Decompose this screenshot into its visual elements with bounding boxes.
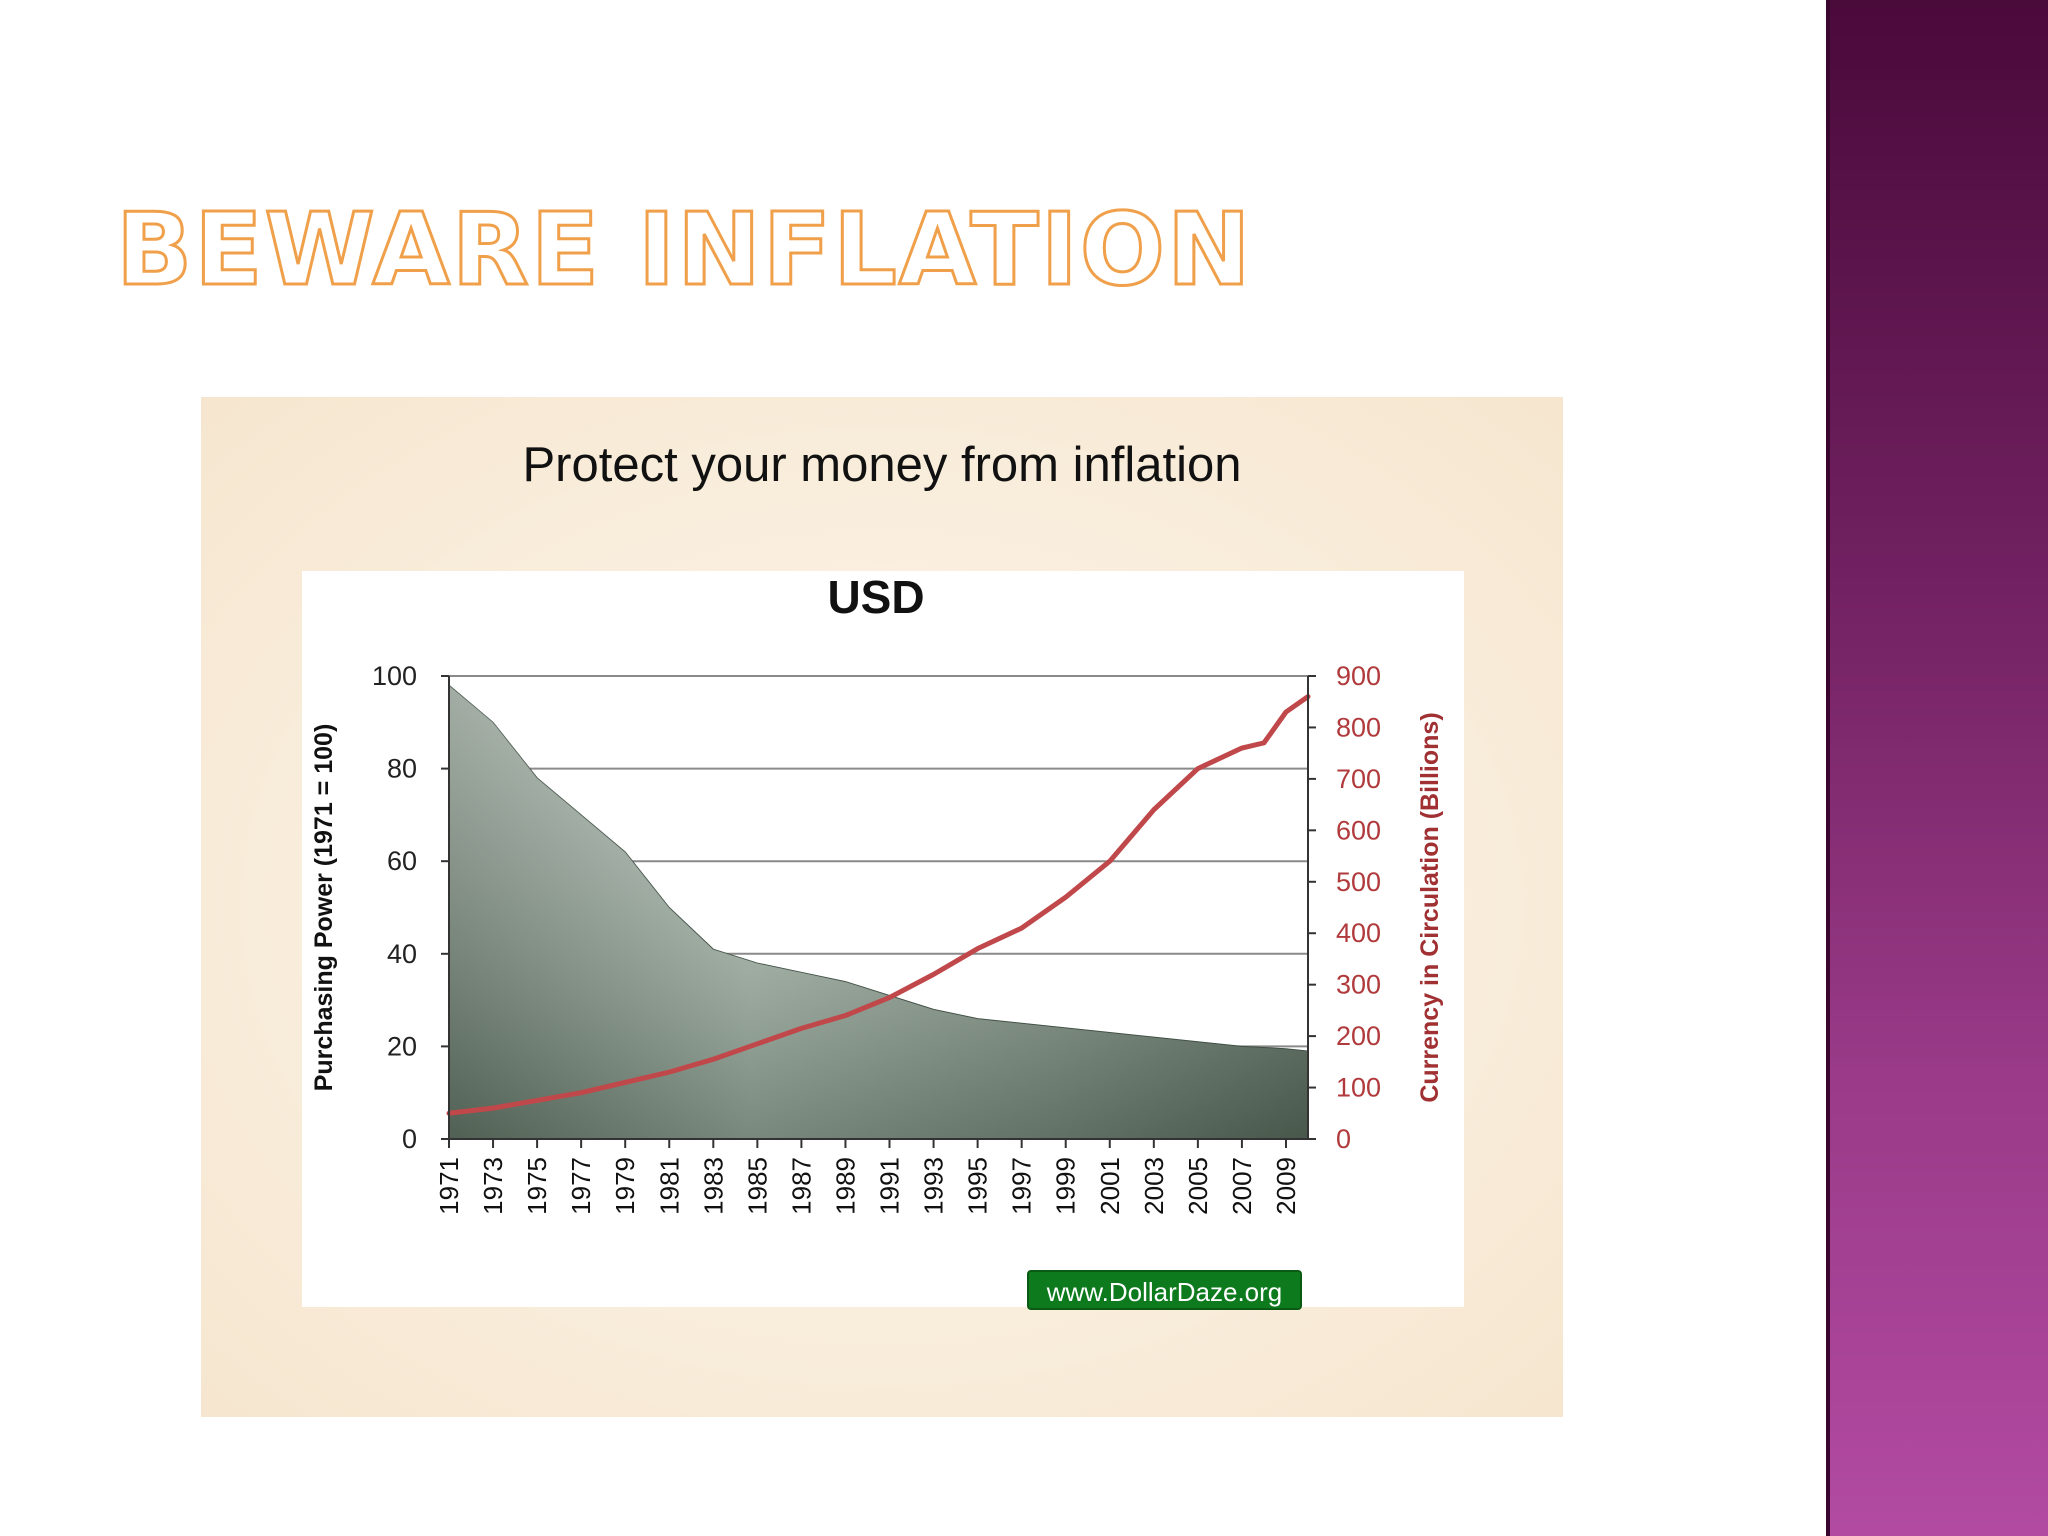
- x-tick-label: 1993: [919, 1157, 949, 1215]
- slide-title: BEWARE INFLATION: [115, 191, 1253, 308]
- right-tick-label: 600: [1336, 815, 1381, 845]
- right-tick-label: 800: [1336, 712, 1381, 742]
- right-tick-label: 100: [1336, 1073, 1381, 1103]
- x-tick-label: 1995: [963, 1157, 993, 1215]
- x-tick-label: 1989: [830, 1157, 860, 1215]
- chart-svg: USD 0 20 40 60 80 100 0 100 200 300 400 500 600 700 800…: [310, 571, 1444, 1215]
- right-tick-label: 300: [1336, 970, 1381, 1000]
- right-tick-label: 0: [1336, 1124, 1351, 1154]
- x-tick-label: 1991: [875, 1157, 905, 1215]
- right-axis-title: Currency in Circulation (Billions): [1416, 712, 1444, 1102]
- x-tick-label: 2003: [1139, 1157, 1169, 1215]
- left-tick-label: 40: [387, 939, 417, 969]
- left-tick-label: 20: [387, 1031, 417, 1061]
- purchasing-power-area-shade: [449, 685, 1308, 1139]
- x-tick-label: 2005: [1183, 1157, 1213, 1215]
- x-tick-label: 1977: [566, 1157, 596, 1215]
- x-tick-label: 2001: [1095, 1157, 1125, 1215]
- x-tick-label: 1971: [434, 1157, 464, 1215]
- decorative-side-band: [1826, 0, 2048, 1536]
- x-tick-label: 2009: [1271, 1157, 1301, 1215]
- x-tick-label: 1997: [1007, 1157, 1037, 1215]
- inflation-figure: Protect your money from inflation USD 0 20…: [201, 397, 1563, 1417]
- x-tick-label: 1973: [478, 1157, 508, 1215]
- left-tick-label: 80: [387, 754, 417, 784]
- right-tick-label: 200: [1336, 1021, 1381, 1051]
- x-tick-label: 1999: [1051, 1157, 1081, 1215]
- left-axis-title: Purchasing Power (1971 = 100): [310, 724, 338, 1092]
- left-tick-label: 100: [372, 661, 417, 691]
- x-tick-label: 1981: [654, 1157, 684, 1215]
- right-tick-label: 700: [1336, 764, 1381, 794]
- x-tick-label: 1985: [742, 1157, 772, 1215]
- x-tick-label: 1987: [786, 1157, 816, 1215]
- chart-title: USD: [827, 571, 924, 623]
- figure-title: Protect your money from inflation: [522, 438, 1242, 492]
- source-badge[interactable]: www.DollarDaze.org: [1027, 1270, 1302, 1310]
- currency-circulation-line: [446, 694, 1311, 1116]
- left-tick-label: 60: [387, 846, 417, 876]
- x-tick-label: 2007: [1227, 1157, 1257, 1215]
- x-tick-label: 1975: [522, 1157, 552, 1215]
- left-tick-label: 0: [402, 1124, 417, 1154]
- right-tick-label: 400: [1336, 918, 1381, 948]
- right-tick-label: 500: [1336, 867, 1381, 897]
- usd-chart: USD 0 20 40 60 80 100 0 100 200 300 400 500 600 700 800…: [302, 571, 1464, 1307]
- right-tick-label: 900: [1336, 661, 1381, 691]
- x-tick-label: 1979: [610, 1157, 640, 1215]
- x-tick-label: 1983: [698, 1157, 728, 1215]
